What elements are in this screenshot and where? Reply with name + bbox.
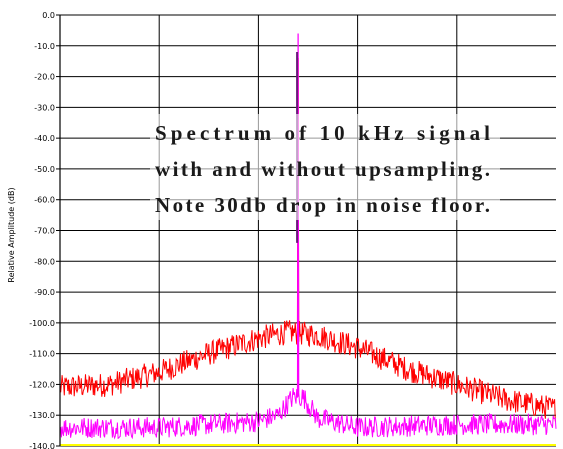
annotation: Spectrum of 10 kHz signal with and witho… [150, 114, 500, 220]
y-tick-label: -100.0 [29, 319, 55, 328]
y-tick-label: -130.0 [29, 411, 55, 420]
y-tick-label: -40.0 [34, 134, 55, 143]
y-axis-label: Relative Amplitude (dB) [7, 187, 16, 282]
y-tick-label: -90.0 [34, 288, 55, 297]
y-tick-label: -60.0 [34, 196, 55, 205]
y-tick-label: -50.0 [34, 165, 55, 174]
traces [59, 33, 557, 446]
y-tick-label: -140.0 [29, 442, 55, 449]
y-tick-label: 0.0 [42, 11, 55, 20]
series-1-trace [59, 58, 557, 422]
annotation-line-3: Note 30db drop in noise floor. [155, 193, 490, 217]
annotation-line-1: Spectrum of 10 kHz signal [155, 121, 490, 145]
series-2-trace [59, 33, 557, 440]
annotation-background [150, 114, 500, 220]
y-tick-label: -80.0 [34, 257, 55, 266]
axes [56, 14, 61, 447]
y-tick-labels: 0.0 -10.0 -20.0 -30.0 -40.0 -50.0 -60.0 -70.0 -8… [29, 11, 55, 449]
y-tick-label: -30.0 [34, 103, 55, 112]
y-tick-label: -20.0 [34, 73, 55, 82]
y-tick-label: -120.0 [29, 380, 55, 389]
y-tick-label: -110.0 [29, 350, 55, 359]
y-tick-label: -70.0 [34, 227, 55, 236]
y-tick-label: -10.0 [34, 42, 55, 51]
